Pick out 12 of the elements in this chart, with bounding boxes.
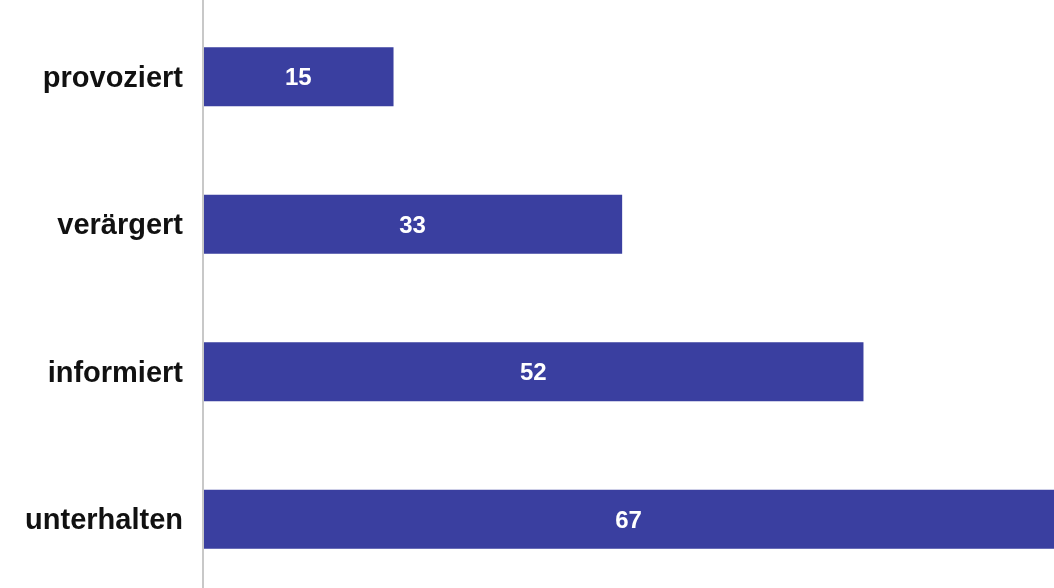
data-label: 15	[284, 63, 312, 91]
data-label: 52	[519, 358, 547, 386]
bar	[203, 47, 394, 107]
y-tick-label: unterhalten	[25, 503, 183, 536]
bar	[203, 342, 864, 402]
data-label: 67	[615, 505, 642, 533]
bar	[203, 194, 623, 254]
data-label: 33	[399, 210, 426, 238]
y-tick-label: verärgert	[57, 208, 184, 241]
y-tick-label: provoziert	[42, 60, 184, 93]
bar	[203, 489, 1054, 549]
y-tick-label: informiert	[47, 355, 184, 388]
